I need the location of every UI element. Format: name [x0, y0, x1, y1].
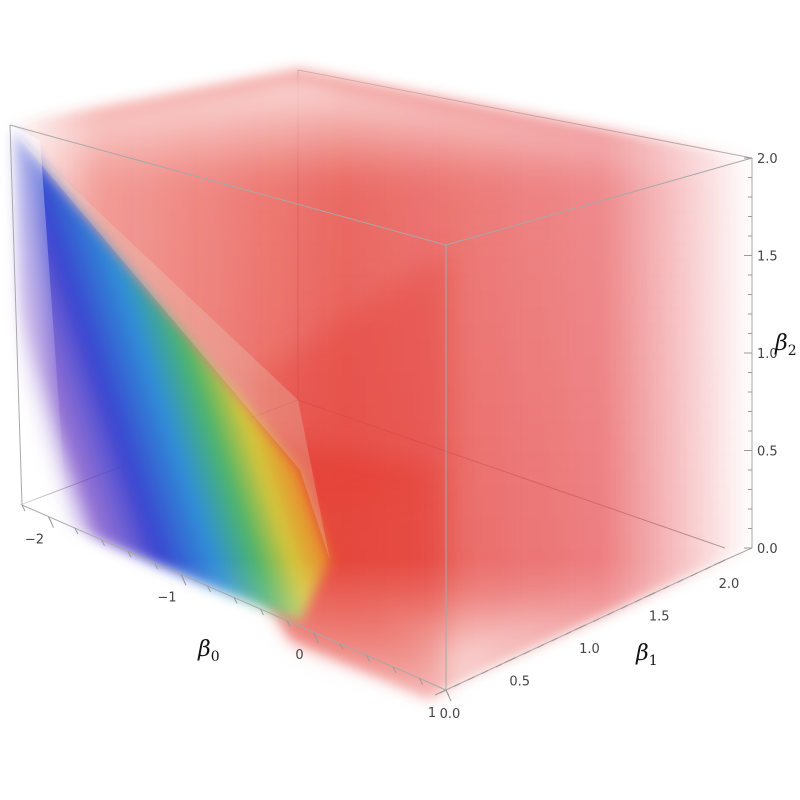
x-tick-label: 1	[428, 706, 436, 721]
x-tick-label: 0	[295, 648, 303, 663]
rainbow-region	[0, 120, 330, 622]
x-minor-tick	[286, 620, 291, 627]
y-tick-label: 2.0	[719, 577, 740, 592]
x-minor-tick	[154, 562, 158, 570]
y-axis-label: β1	[635, 641, 658, 669]
y-minor-tick	[593, 618, 600, 622]
x-tick-label: −1	[157, 590, 176, 605]
x-major-tick	[48, 516, 54, 528]
y-minor-tick	[690, 572, 698, 577]
x-axis-ticks: −2 −1 0 1	[21, 504, 452, 721]
x-minor-tick	[392, 666, 397, 674]
y-minor-tick	[467, 676, 475, 681]
x-minor-tick	[233, 597, 238, 604]
y-minor-tick	[621, 605, 628, 609]
y-major-tick	[434, 689, 447, 696]
z-tick-label: 2.0	[757, 152, 778, 167]
y-minor-tick	[453, 683, 461, 687]
z-axis-ticks: 0.0 0.5 1.0 1.5 2.0	[744, 152, 778, 557]
x-minor-tick	[127, 551, 132, 558]
z-tick-label: 1.0	[757, 347, 778, 362]
z-tick-label: 1.5	[757, 250, 778, 265]
y-axis-ticks: 0.0 0.5 1.0 1.5 2.0	[434, 559, 740, 722]
y-axis-symbol: β	[635, 641, 649, 666]
y-minor-tick	[537, 644, 544, 648]
y-tick-label: 0.0	[440, 707, 461, 722]
y-tick-label: 0.5	[509, 675, 530, 690]
z-tick-label: 0.5	[757, 445, 778, 460]
x-minor-tick	[101, 539, 105, 546]
x-minor-tick	[339, 643, 344, 650]
y-minor-tick	[662, 585, 670, 590]
y-major-tick	[574, 624, 586, 631]
y-minor-tick	[551, 637, 558, 642]
y-major-tick	[713, 559, 726, 566]
x-axis-symbol: β	[197, 637, 211, 662]
x-major-tick	[313, 631, 319, 644]
z-tick-label: 0.0	[757, 542, 778, 557]
y-minor-tick	[565, 631, 572, 635]
x-axis-subscript: 0	[211, 649, 220, 665]
y-major-tick	[644, 592, 656, 598]
y-axis-subscript: 1	[649, 653, 658, 669]
y-minor-tick	[607, 611, 614, 616]
x-minor-tick	[207, 585, 211, 593]
x-minor-tick	[21, 504, 26, 512]
x-major-tick	[445, 689, 452, 702]
bottom-fade	[0, 560, 800, 800]
z-axis-symbol: β	[774, 331, 788, 356]
red-region	[10, 70, 752, 700]
y-minor-tick	[704, 566, 712, 570]
y-major-tick	[504, 657, 516, 663]
z-axis-label: β2	[774, 331, 797, 359]
x-tick-label: −2	[25, 533, 44, 548]
x-minor-tick	[260, 608, 264, 616]
y-minor-tick	[635, 598, 642, 603]
y-tick-label: 1.0	[579, 642, 600, 657]
y-minor-tick	[495, 663, 503, 668]
x-minor-tick	[74, 527, 79, 535]
y-minor-tick	[481, 670, 489, 674]
y-minor-tick	[523, 650, 530, 655]
y-tick-label: 1.5	[649, 610, 670, 625]
z-axis-subscript: 2	[788, 343, 797, 359]
x-minor-tick	[419, 678, 423, 685]
x-minor-tick	[366, 655, 370, 662]
x-major-tick	[180, 574, 187, 586]
y-minor-tick	[676, 579, 684, 583]
x-axis-label: β0	[197, 637, 220, 665]
